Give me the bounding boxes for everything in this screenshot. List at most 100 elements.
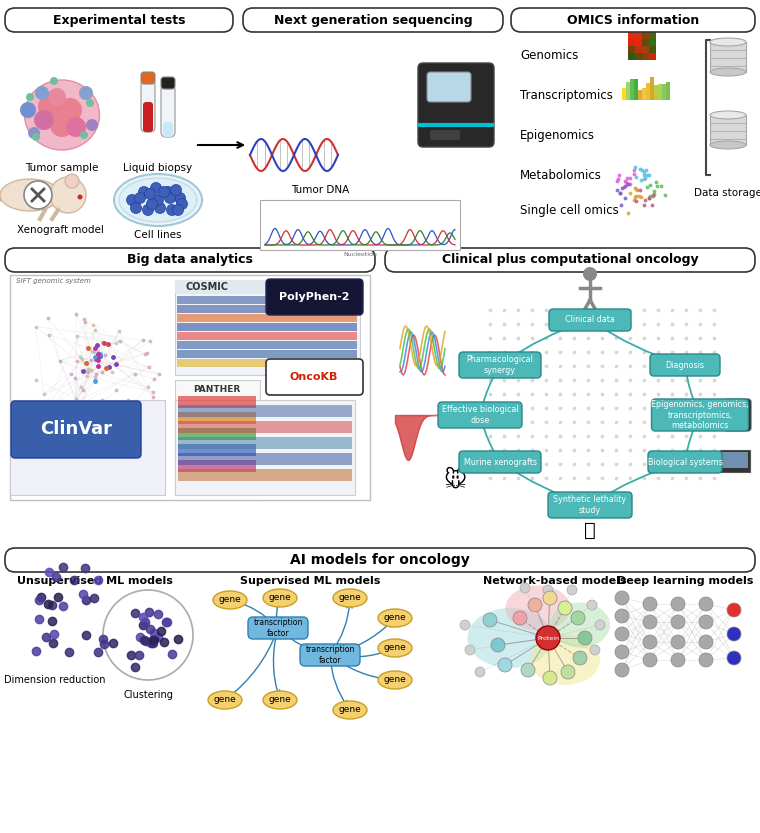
Text: OncoKB: OncoKB [290, 372, 338, 382]
Text: Murine xenografts: Murine xenografts [464, 457, 537, 466]
Ellipse shape [333, 589, 367, 607]
Bar [666, 82, 670, 100]
Bar [658, 84, 661, 100]
Circle shape [615, 591, 629, 605]
Bar [649, 53, 656, 60]
Circle shape [66, 117, 86, 137]
Bar [177, 350, 357, 358]
Circle shape [143, 204, 154, 216]
Circle shape [643, 615, 657, 629]
FancyBboxPatch shape [418, 63, 494, 147]
FancyBboxPatch shape [430, 130, 460, 140]
Circle shape [727, 603, 741, 617]
Circle shape [543, 591, 557, 605]
Circle shape [50, 177, 86, 213]
FancyBboxPatch shape [459, 352, 541, 378]
Ellipse shape [710, 68, 746, 76]
FancyBboxPatch shape [385, 248, 755, 272]
Bar [178, 469, 352, 481]
Ellipse shape [333, 701, 367, 719]
Ellipse shape [467, 608, 553, 668]
Ellipse shape [0, 179, 60, 211]
FancyBboxPatch shape [300, 644, 360, 666]
Bar [178, 444, 256, 456]
Circle shape [543, 585, 553, 595]
Circle shape [567, 585, 577, 595]
Bar [622, 88, 625, 100]
Bar [626, 82, 629, 100]
Circle shape [170, 184, 182, 196]
FancyBboxPatch shape [5, 548, 755, 572]
Circle shape [65, 174, 79, 188]
Circle shape [86, 99, 94, 107]
Circle shape [520, 583, 530, 593]
Circle shape [50, 113, 74, 137]
Text: gene: gene [268, 593, 291, 602]
Circle shape [561, 665, 575, 679]
Circle shape [26, 93, 34, 101]
Circle shape [86, 119, 98, 131]
Bar [178, 421, 352, 433]
Bar [642, 87, 645, 100]
Bar [649, 39, 656, 46]
Bar [628, 46, 635, 53]
Circle shape [513, 611, 527, 625]
Circle shape [465, 645, 475, 655]
FancyBboxPatch shape [5, 8, 233, 32]
Ellipse shape [505, 586, 571, 631]
FancyBboxPatch shape [266, 279, 363, 315]
Bar [720, 450, 750, 472]
Text: PANTHER: PANTHER [193, 385, 241, 394]
Circle shape [521, 663, 535, 677]
Text: Biological systems: Biological systems [648, 457, 723, 466]
Bar [642, 32, 649, 39]
Circle shape [536, 626, 560, 650]
Bar [177, 305, 357, 313]
Circle shape [79, 86, 93, 100]
Circle shape [138, 187, 150, 197]
Bar [177, 341, 357, 349]
Circle shape [154, 202, 166, 213]
Circle shape [498, 658, 512, 672]
Circle shape [50, 77, 58, 85]
Bar [177, 323, 357, 331]
Bar [628, 39, 635, 46]
Circle shape [176, 198, 188, 210]
FancyBboxPatch shape [143, 102, 153, 132]
Bar [177, 332, 357, 340]
Text: gene: gene [339, 593, 361, 602]
Circle shape [131, 202, 141, 213]
Bar [175, 280, 360, 294]
Text: Clustering: Clustering [123, 690, 173, 700]
Text: 🐭: 🐭 [443, 469, 467, 491]
Circle shape [460, 620, 470, 630]
Text: ClinVar: ClinVar [40, 420, 112, 438]
Bar [650, 77, 654, 100]
Bar [635, 32, 642, 39]
Text: Single cell omics: Single cell omics [520, 203, 619, 217]
FancyBboxPatch shape [161, 85, 175, 137]
Bar [175, 400, 355, 495]
FancyBboxPatch shape [161, 77, 175, 89]
Circle shape [528, 598, 542, 612]
FancyBboxPatch shape [11, 401, 141, 458]
Text: Transcriptomics: Transcriptomics [520, 88, 613, 102]
Circle shape [20, 102, 36, 118]
Circle shape [491, 638, 505, 652]
Bar [642, 39, 649, 46]
FancyBboxPatch shape [724, 399, 751, 431]
Bar [635, 39, 642, 46]
FancyBboxPatch shape [5, 248, 375, 272]
Text: Network-based models: Network-based models [483, 576, 627, 586]
Text: Synthetic lethality
study: Synthetic lethality study [553, 496, 626, 515]
Ellipse shape [710, 111, 746, 119]
Circle shape [32, 133, 40, 141]
Text: OMICS information: OMICS information [567, 13, 699, 27]
Circle shape [135, 192, 145, 203]
FancyBboxPatch shape [548, 492, 632, 518]
Text: transcription
factor: transcription factor [253, 618, 302, 638]
Bar [177, 314, 357, 322]
Circle shape [643, 635, 657, 649]
Circle shape [671, 635, 685, 649]
Circle shape [80, 131, 88, 139]
